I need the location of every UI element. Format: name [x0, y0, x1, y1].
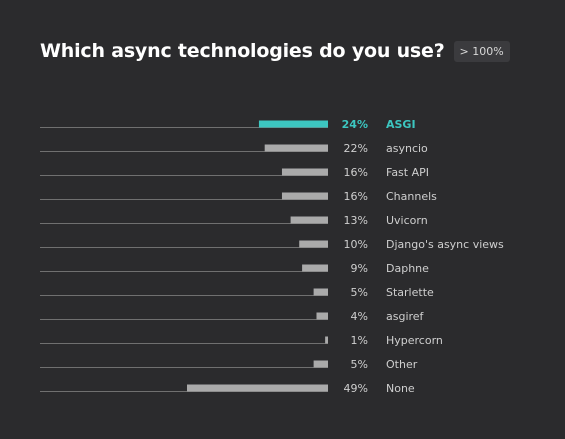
value-label: 5%: [351, 286, 368, 299]
category-label: Fast API: [386, 166, 429, 179]
value-label: 4%: [351, 310, 368, 323]
value-label: 24%: [342, 118, 368, 131]
value-label: 16%: [344, 190, 368, 203]
bar-uvicorn: [290, 216, 328, 224]
bar-asgiref: [316, 312, 328, 320]
value-label: 49%: [344, 382, 368, 395]
category-label: Starlette: [386, 286, 434, 299]
category-label: Other: [386, 358, 418, 371]
value-label: 1%: [351, 334, 368, 347]
category-label: Channels: [386, 190, 437, 203]
value-label: 16%: [344, 166, 368, 179]
bar-django-s-async-views: [299, 240, 328, 248]
value-label: 9%: [351, 262, 368, 275]
category-label: None: [386, 382, 415, 395]
chart-title: Which async technologies do you use?: [40, 40, 445, 62]
bar-hypercorn: [325, 336, 328, 344]
bar-channels: [281, 192, 328, 200]
value-label: 22%: [344, 142, 368, 155]
category-label: asyncio: [386, 142, 428, 155]
bar-asgi: [258, 120, 328, 128]
bar-asyncio: [264, 144, 328, 152]
value-label: 13%: [344, 214, 368, 227]
category-label: Daphne: [386, 262, 429, 275]
value-label: 5%: [351, 358, 368, 371]
category-label: Hypercorn: [386, 334, 443, 347]
bar-fast-api: [281, 168, 328, 176]
bar-other: [313, 360, 328, 368]
value-label: 10%: [344, 238, 368, 251]
bar-none: [187, 384, 328, 392]
category-label: Uvicorn: [386, 214, 428, 227]
bar-daphne: [302, 264, 328, 272]
percent-badge: > 100%: [453, 40, 510, 62]
title-row: Which async technologies do you use? > 1…: [40, 40, 510, 62]
category-label: ASGI: [386, 118, 416, 131]
bar-starlette: [313, 288, 328, 296]
category-label: Django's async views: [386, 238, 504, 251]
category-label: asgiref: [386, 310, 425, 323]
